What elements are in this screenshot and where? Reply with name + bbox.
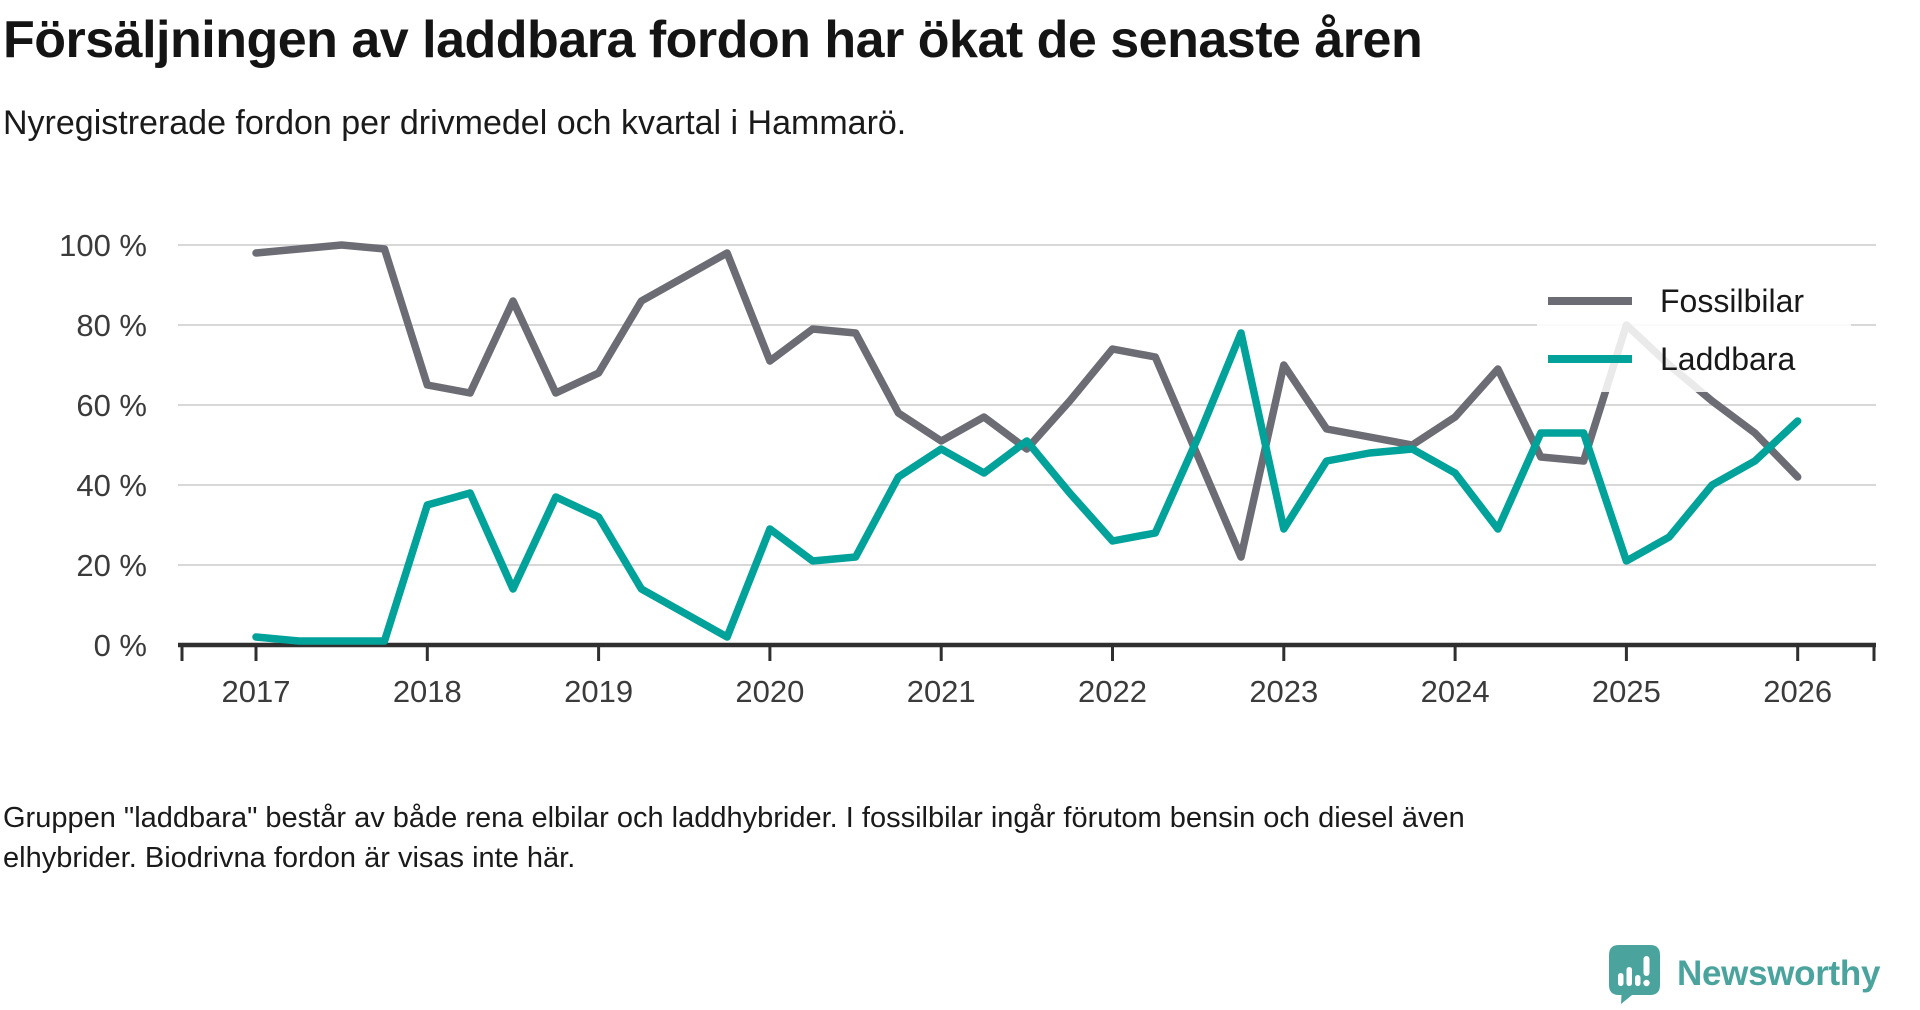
laddbara-line-swatch-icon: [1548, 355, 1632, 363]
x-axis-label: 2021: [907, 674, 976, 709]
y-axis-label: 20 %: [76, 548, 147, 583]
y-axis-label: 100 %: [59, 228, 147, 263]
legend-item-laddbara: Laddbara: [1548, 343, 1851, 375]
y-axis-label: 0 %: [94, 628, 147, 663]
newsworthy-logo-text: Newsworthy: [1677, 954, 1881, 993]
y-axis-label: 40 %: [76, 468, 147, 503]
x-axis-label: 2019: [564, 674, 633, 709]
x-axis-label: 2020: [735, 674, 804, 709]
legend-item-fossilbilar: Fossilbilar: [1548, 285, 1851, 317]
x-axis-label: 2022: [1078, 674, 1147, 709]
y-axis-label: 80 %: [76, 308, 147, 343]
x-axis-label: 2018: [393, 674, 462, 709]
x-axis-label: 2026: [1763, 674, 1832, 709]
chart-legend: Fossilbilar Laddbara: [1537, 268, 1851, 392]
laddbara-data-line: [252, 329, 1802, 645]
newsworthy-bubble-chart-icon: [1609, 945, 1660, 1004]
x-axis-label: 2024: [1421, 674, 1490, 709]
y-axis-label: 60 %: [76, 388, 147, 423]
fossilbilar-data-line: [252, 241, 1802, 561]
x-axis-label: 2025: [1592, 674, 1661, 709]
chart-footnote: Gruppen "laddbara" består av både rena e…: [3, 802, 1465, 874]
x-axis-label: 2023: [1249, 674, 1318, 709]
legend-label: Laddbara: [1660, 341, 1796, 377]
page-title: Försäljningen av laddbara fordon har öka…: [3, 11, 1423, 69]
legend-label: Fossilbilar: [1660, 283, 1805, 319]
x-axis-label: 2017: [222, 674, 291, 709]
newsworthy-logo-link[interactable]: Newsworthy: [1608, 944, 1880, 1004]
chart-subtitle: Nyregistrerade fordon per drivmedel och …: [3, 104, 907, 142]
fossilbilar-line-swatch-icon: [1548, 297, 1632, 305]
